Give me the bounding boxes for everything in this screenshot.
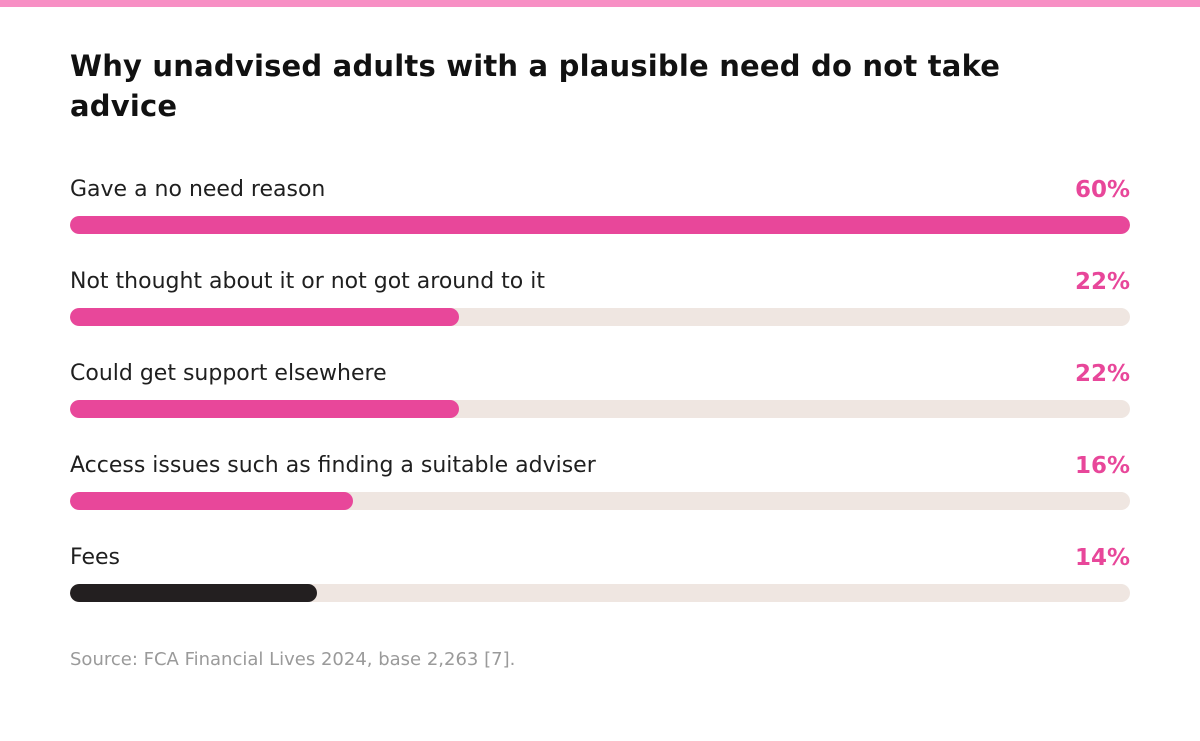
chart-title: Why unadvised adults with a plausible ne…: [70, 49, 1001, 123]
bar-value-label: 22%: [1074, 361, 1130, 387]
bar-row: Could get support elsewhere 22%: [70, 354, 1130, 446]
bar-category-label: Fees: [70, 545, 120, 570]
bar: [70, 308, 459, 326]
bar-row: Gave a no need reason 60%: [70, 170, 1130, 262]
bar-value-label: 16%: [1074, 453, 1130, 479]
bar-row: Access issues such as finding a suitable…: [70, 446, 1130, 538]
bar-track: [70, 584, 1130, 602]
bar-track: [70, 308, 1130, 326]
bar: [70, 216, 1130, 234]
bar-track: [70, 492, 1130, 510]
bar-value-label: 60%: [1074, 177, 1130, 203]
bar-category-label: Could get support elsewhere: [70, 361, 387, 386]
source-note: Source: FCA Financial Lives 2024, base 2…: [70, 649, 516, 670]
bar-category-label: Access issues such as finding a suitable…: [70, 453, 596, 478]
bar-value-label: 22%: [1074, 269, 1130, 295]
top-accent-rule: [0, 0, 1200, 7]
bar-list: Gave a no need reason 60% Not thought abou…: [70, 170, 1130, 630]
bar-track: [70, 216, 1130, 234]
bar-value-label: 14%: [1074, 545, 1130, 571]
bar: [70, 492, 353, 510]
bar-category-label: Gave a no need reason: [70, 177, 326, 202]
bar: [70, 400, 459, 418]
bar-category-label: Not thought about it or not got around t…: [70, 269, 545, 294]
bar-track: [70, 400, 1130, 418]
bar: [70, 584, 318, 602]
bar-row: Not thought about it or not got around t…: [70, 262, 1130, 354]
bar-row: Fees 14%: [70, 538, 1130, 630]
